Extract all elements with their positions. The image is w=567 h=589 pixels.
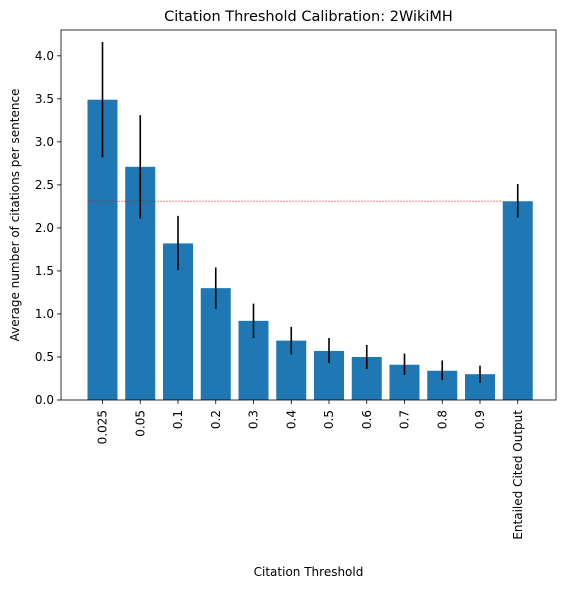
x-tick-label: 0.3 bbox=[247, 410, 261, 429]
x-tick-label: Entailed Cited Output bbox=[511, 410, 525, 540]
y-tick-label: 0.5 bbox=[35, 350, 54, 364]
x-tick-label: 0.5 bbox=[322, 410, 336, 429]
x-tick-label: 0.8 bbox=[435, 410, 449, 429]
x-tick-label: 0.025 bbox=[96, 410, 110, 444]
y-axis-label: Average number of citations per sentence bbox=[8, 89, 22, 342]
y-tick-label: 1.5 bbox=[35, 264, 54, 278]
x-tick-label: 0.6 bbox=[360, 410, 374, 429]
y-tick-label: 2.0 bbox=[35, 221, 54, 235]
x-tick-label: 0.9 bbox=[473, 410, 487, 429]
y-tick-label: 4.0 bbox=[35, 49, 54, 63]
x-tick-label: 0.4 bbox=[284, 410, 298, 429]
plot-frame bbox=[60, 29, 557, 401]
x-tick-label: 0.05 bbox=[133, 410, 147, 437]
plot-area: 0.0 0.5 1.0 1.5 2.0 2.5 3.0 3.5 4.0 0.025 0.05 0.1 0… bbox=[35, 42, 533, 540]
y-tick-label: 1.0 bbox=[35, 307, 54, 321]
x-tick-label: 0.2 bbox=[209, 410, 223, 429]
y-tick-label: 2.5 bbox=[35, 178, 54, 192]
chart-title: Citation Threshold Calibration: 2WikiMH bbox=[164, 9, 453, 25]
x-axis-label: Citation Threshold bbox=[254, 565, 364, 579]
y-tick-label: 3.5 bbox=[35, 92, 54, 106]
x-tick-label: 0.1 bbox=[171, 410, 185, 429]
bar bbox=[502, 201, 533, 400]
x-tick-label: 0.7 bbox=[398, 410, 412, 429]
y-tick-label: 3.0 bbox=[35, 135, 54, 149]
y-tick-label: 0.0 bbox=[35, 393, 54, 407]
